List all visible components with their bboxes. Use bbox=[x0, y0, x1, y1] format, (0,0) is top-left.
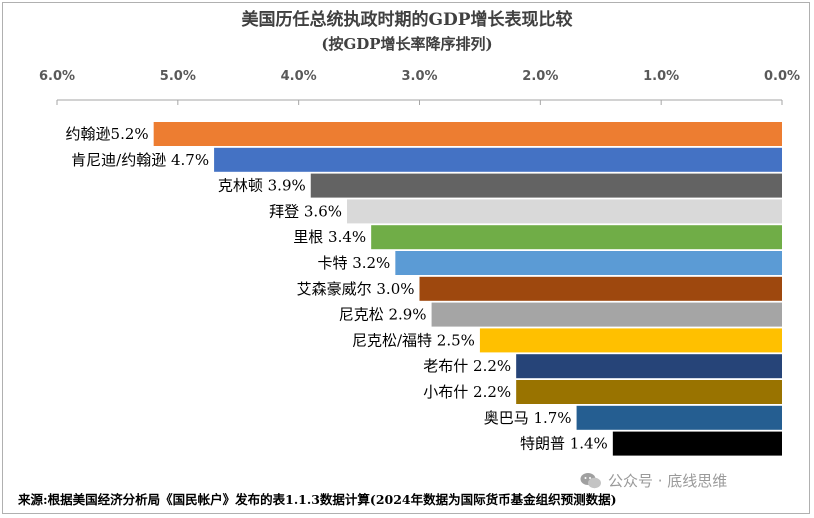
bar bbox=[347, 199, 782, 224]
bar bbox=[419, 276, 782, 301]
x-tick-label: 2.0% bbox=[522, 69, 558, 84]
chart-subtitle: (按GDP增长率降序排列) bbox=[321, 35, 493, 53]
bars bbox=[153, 122, 783, 456]
x-tick-label: 0.0% bbox=[764, 69, 800, 84]
bar bbox=[479, 328, 782, 353]
bar-label: 约翰逊5.2% bbox=[66, 125, 149, 143]
bar bbox=[516, 380, 782, 404]
bar bbox=[576, 405, 782, 430]
bar-label: 拜登 3.6% bbox=[269, 202, 342, 220]
bar bbox=[395, 251, 782, 275]
bar bbox=[612, 431, 782, 456]
bar bbox=[431, 302, 782, 327]
x-tick-label: 5.0% bbox=[160, 69, 196, 84]
bar-label: 尼克松/福特 2.5% bbox=[352, 331, 475, 349]
bar-label: 奥巴马 1.7% bbox=[484, 409, 572, 427]
x-tick-label: 3.0% bbox=[401, 69, 437, 84]
x-tick-label: 1.0% bbox=[643, 69, 679, 84]
bar-label: 特朗普 1.4% bbox=[520, 435, 608, 453]
x-tick-label: 4.0% bbox=[281, 69, 317, 84]
bar bbox=[214, 147, 783, 172]
x-tick-label: 6.0% bbox=[39, 69, 75, 84]
bar bbox=[310, 173, 782, 198]
bar-label: 小布什 2.2% bbox=[423, 383, 511, 401]
bar-label: 肯尼迪/约翰逊 4.7% bbox=[71, 151, 209, 169]
chart-title: 美国历任总统执政时期的GDP增长表现比较 bbox=[241, 10, 573, 30]
bar bbox=[371, 225, 782, 250]
bar-labels: 约翰逊5.2% 肯尼迪/约翰逊 4.7% 克林顿 3.9% 拜登 3.6% 里根 3.4… bbox=[66, 125, 608, 453]
bar-label: 卡特 3.2% bbox=[317, 254, 390, 272]
bar-label: 尼克松 2.9% bbox=[339, 306, 427, 324]
watermark: 公众号 · 底线思维 bbox=[580, 470, 727, 491]
watermark-text: 公众号 · 底线思维 bbox=[608, 472, 728, 490]
bar-label: 里根 3.4% bbox=[293, 228, 366, 246]
source-note: 来源:根据美国经济分析局《国民帐户》发布的表1.1.3数据计算(2024年数据为… bbox=[18, 492, 617, 507]
bar bbox=[516, 354, 782, 379]
wechat-icon bbox=[580, 472, 601, 488]
x-axis: 6.0% 5.0% 4.0% 3.0% 2.0% 1.0% 0.0% bbox=[39, 69, 800, 105]
bar-label: 克林顿 3.9% bbox=[218, 177, 306, 195]
bar-label: 艾森豪威尔 3.0% bbox=[297, 280, 415, 298]
bar bbox=[153, 122, 782, 146]
bar-label: 老布什 2.2% bbox=[423, 357, 511, 375]
